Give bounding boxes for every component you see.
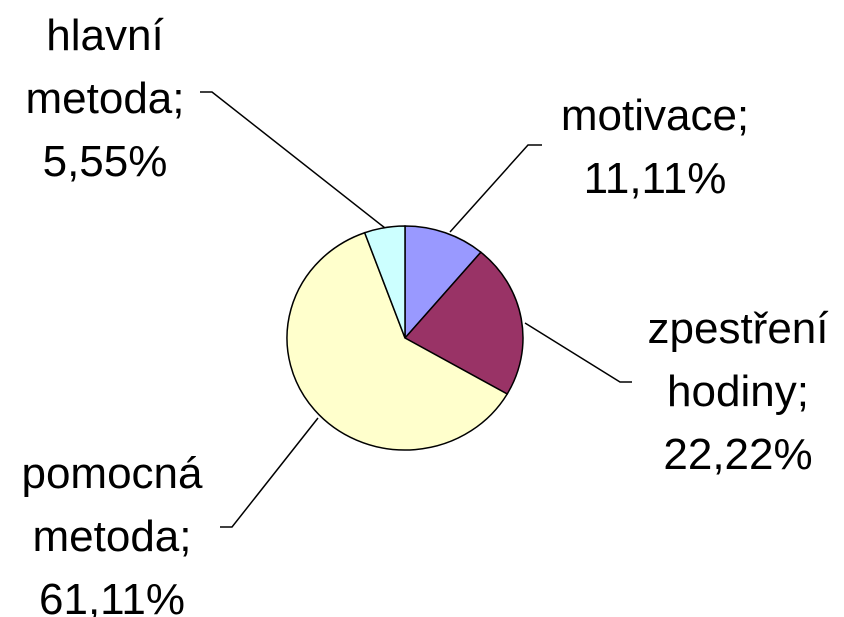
value-label: 5,55%: [42, 137, 168, 186]
value-label: 22,22%: [663, 430, 813, 479]
leader-line: [200, 91, 386, 229]
slice-label: zpestření hodiny; 22,22%: [628, 297, 844, 486]
slice-label: motivace; 11,11%: [525, 84, 785, 210]
leader-line: [524, 322, 632, 383]
leader-line: [449, 144, 542, 233]
pie-slice: [403, 251, 524, 396]
leader-line: [220, 417, 319, 528]
category-label: pomocná metoda;: [21, 449, 203, 561]
category-label: motivace;: [560, 91, 750, 140]
pie-slice: [404, 225, 482, 340]
category-label: zpestření hodiny;: [647, 304, 829, 416]
slice-label: pomocná metoda; 61,11%: [0, 442, 227, 617]
category-label: hlavní metoda;: [25, 11, 185, 123]
slice-label: hlavní metoda; 5,55%: [5, 4, 205, 193]
value-label: 11,11%: [583, 154, 727, 203]
value-label: 61,11%: [39, 575, 185, 617]
pie-slice: [286, 231, 509, 451]
